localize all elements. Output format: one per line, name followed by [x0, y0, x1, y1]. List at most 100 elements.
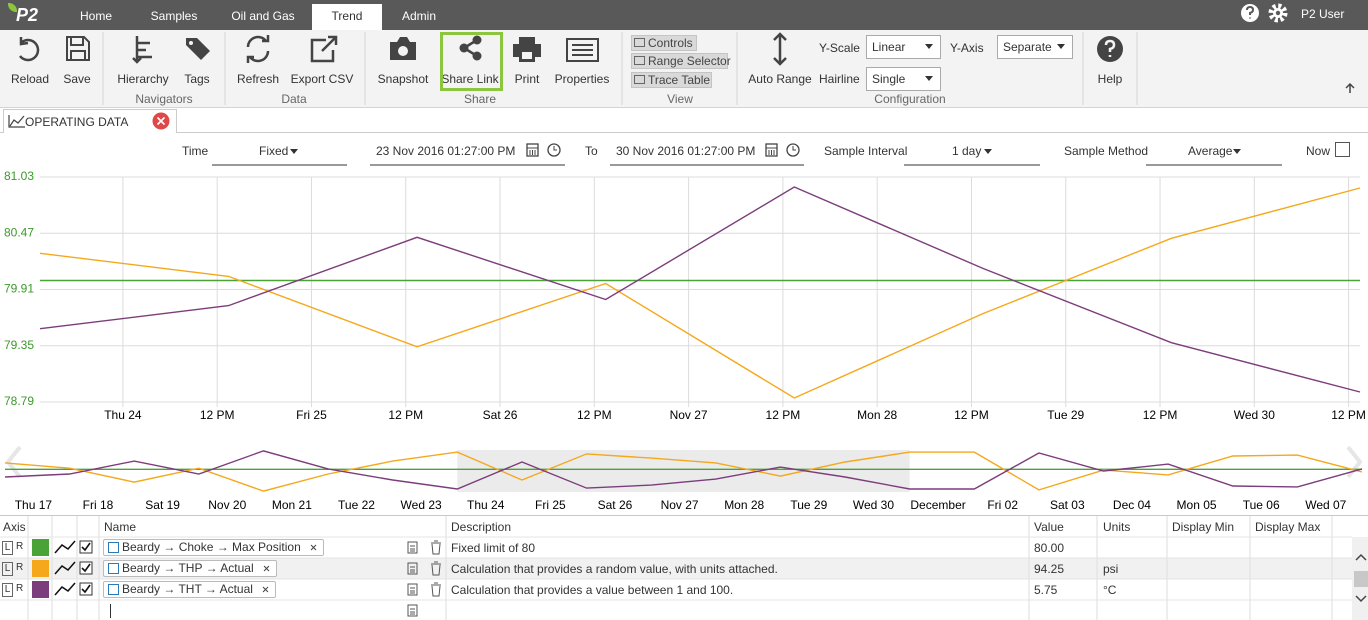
calendar-icon[interactable] [766, 144, 777, 156]
visible-checkbox[interactable] [80, 562, 92, 574]
clock-icon[interactable] [787, 144, 799, 156]
scroll-right[interactable] [1348, 447, 1360, 477]
range-selection[interactable] [457, 450, 909, 492]
y-tick-label: 78.79 [4, 394, 34, 408]
ribbon-button-label[interactable]: Export CSV [291, 72, 354, 86]
view-toggle[interactable]: Range Selector [648, 54, 731, 68]
ribbon-group-label: Configuration [874, 92, 945, 106]
ribbon-button-label[interactable]: Tags [184, 72, 209, 86]
visible-checkbox[interactable] [80, 583, 92, 595]
trace-name: Beardy → Choke → Max Position [122, 540, 301, 554]
config-value[interactable]: Single [872, 72, 905, 86]
trace-color[interactable] [32, 581, 49, 598]
line-style-icon[interactable] [55, 562, 75, 574]
axis-right[interactable]: R [16, 583, 23, 594]
interval-label: Sample Interval [824, 144, 907, 158]
overview-x-label: Wed 07 [1305, 498, 1346, 512]
view-toggle[interactable]: Trace Table [648, 73, 710, 87]
x-tick-label: Fri 25 [296, 408, 327, 422]
name-chip[interactable]: Beardy → Choke → Max Position [103, 539, 324, 556]
to-label: To [585, 144, 598, 158]
column-header[interactable]: Name [104, 520, 136, 534]
x-tick-label: Tue 29 [1047, 408, 1084, 422]
x-tick-label: Wed 30 [1234, 408, 1275, 422]
visible-checkbox[interactable] [80, 541, 92, 553]
delete-icon[interactable] [431, 562, 441, 575]
config-value[interactable]: Separate [1003, 40, 1052, 54]
overview-x-label: Fri 02 [987, 498, 1018, 512]
line-style-icon[interactable] [55, 541, 75, 553]
scroll-left[interactable] [8, 447, 20, 477]
calendar-icon[interactable] [527, 144, 538, 156]
overview-x-label: Thu 24 [467, 498, 505, 512]
table-row-bg [0, 600, 1352, 620]
trace-color[interactable] [32, 539, 49, 556]
column-header[interactable]: Axis [3, 520, 26, 534]
calculator-keys [410, 567, 415, 572]
nav-tab[interactable]: Samples [151, 9, 198, 23]
time-mode[interactable]: Fixed [259, 144, 288, 158]
delete-icon[interactable] [431, 583, 441, 596]
scroll-up[interactable] [1356, 555, 1366, 560]
axis-right[interactable]: R [16, 541, 23, 552]
interval[interactable]: 1 day [952, 144, 981, 158]
ribbon-button-label[interactable]: Hierarchy [117, 72, 168, 86]
x-tick-label: 12 PM [388, 408, 423, 422]
delete-icon[interactable] [431, 541, 441, 554]
scrollbar[interactable] [1352, 537, 1368, 620]
overview-x-label: Mon 05 [1177, 498, 1217, 512]
name-chip[interactable]: Beardy → THP → Actual [103, 560, 277, 577]
dropdown-underline [212, 164, 347, 166]
trace-color[interactable] [32, 560, 49, 577]
calculator-icon[interactable] [408, 584, 417, 595]
nav-tab[interactable]: Oil and Gas [231, 9, 294, 23]
column-header[interactable]: Value [1034, 520, 1064, 534]
axis-left[interactable]: L [2, 583, 13, 597]
line-style-icon[interactable] [55, 583, 75, 595]
method[interactable]: Average [1188, 144, 1232, 158]
overview-x-label: Mon 21 [272, 498, 312, 512]
scroll-down[interactable] [1356, 596, 1366, 601]
column-header[interactable]: Display Max [1255, 520, 1320, 534]
view-toggle[interactable]: Controls [648, 36, 693, 50]
scroll-thumb[interactable] [1354, 571, 1368, 587]
ribbon-button-label[interactable]: Snapshot [378, 72, 429, 86]
column-header[interactable]: Units [1103, 520, 1130, 534]
user-name[interactable]: P2 User [1301, 7, 1344, 21]
date-underline [370, 164, 565, 166]
ribbon-button-label[interactable]: Auto Range [748, 72, 811, 86]
axis-right[interactable]: R [16, 562, 23, 573]
column-header[interactable]: Display Min [1172, 520, 1234, 534]
calculator-icon[interactable] [408, 605, 417, 616]
calculator-keys [410, 546, 415, 551]
checkmark [82, 564, 90, 571]
start-field[interactable]: 23 Nov 2016 01:27:00 PM [376, 144, 515, 158]
nav-tab[interactable]: Admin [402, 9, 436, 23]
value: 5.75 [1034, 583, 1057, 597]
table-top-line [0, 515, 1368, 516]
ribbon-button-label[interactable]: Refresh [237, 72, 279, 86]
overview-x-label: December [910, 498, 965, 512]
x-tick-label: 12 PM [200, 408, 235, 422]
config-value[interactable]: Linear [872, 40, 905, 54]
ribbon-button-label[interactable]: Print [515, 72, 540, 86]
config-label: Y-Axis [950, 41, 984, 55]
axis-left[interactable]: L [2, 541, 13, 555]
document-tab-title[interactable]: OPERATING DATA [25, 115, 128, 129]
end-field[interactable]: 30 Nov 2016 01:27:00 PM [616, 144, 755, 158]
calculator-icon[interactable] [408, 542, 417, 553]
ribbon-button-label[interactable]: Help [1098, 72, 1123, 86]
now-checkbox[interactable] [1335, 142, 1350, 157]
ribbon-button-label[interactable]: Reload [11, 72, 49, 86]
name-chip[interactable]: Beardy → THT → Actual [103, 581, 276, 598]
ribbon-button-label[interactable]: Properties [555, 72, 610, 86]
ribbon-button-label[interactable]: Save [63, 72, 90, 86]
nav-tab[interactable]: Trend [332, 9, 363, 23]
calendar-grid [527, 148, 538, 155]
calculator-icon[interactable] [408, 563, 417, 574]
nav-tab[interactable]: Home [80, 9, 112, 23]
clock-icon[interactable] [548, 144, 560, 156]
column-header[interactable]: Description [451, 520, 511, 534]
axis-left[interactable]: L [2, 562, 13, 576]
